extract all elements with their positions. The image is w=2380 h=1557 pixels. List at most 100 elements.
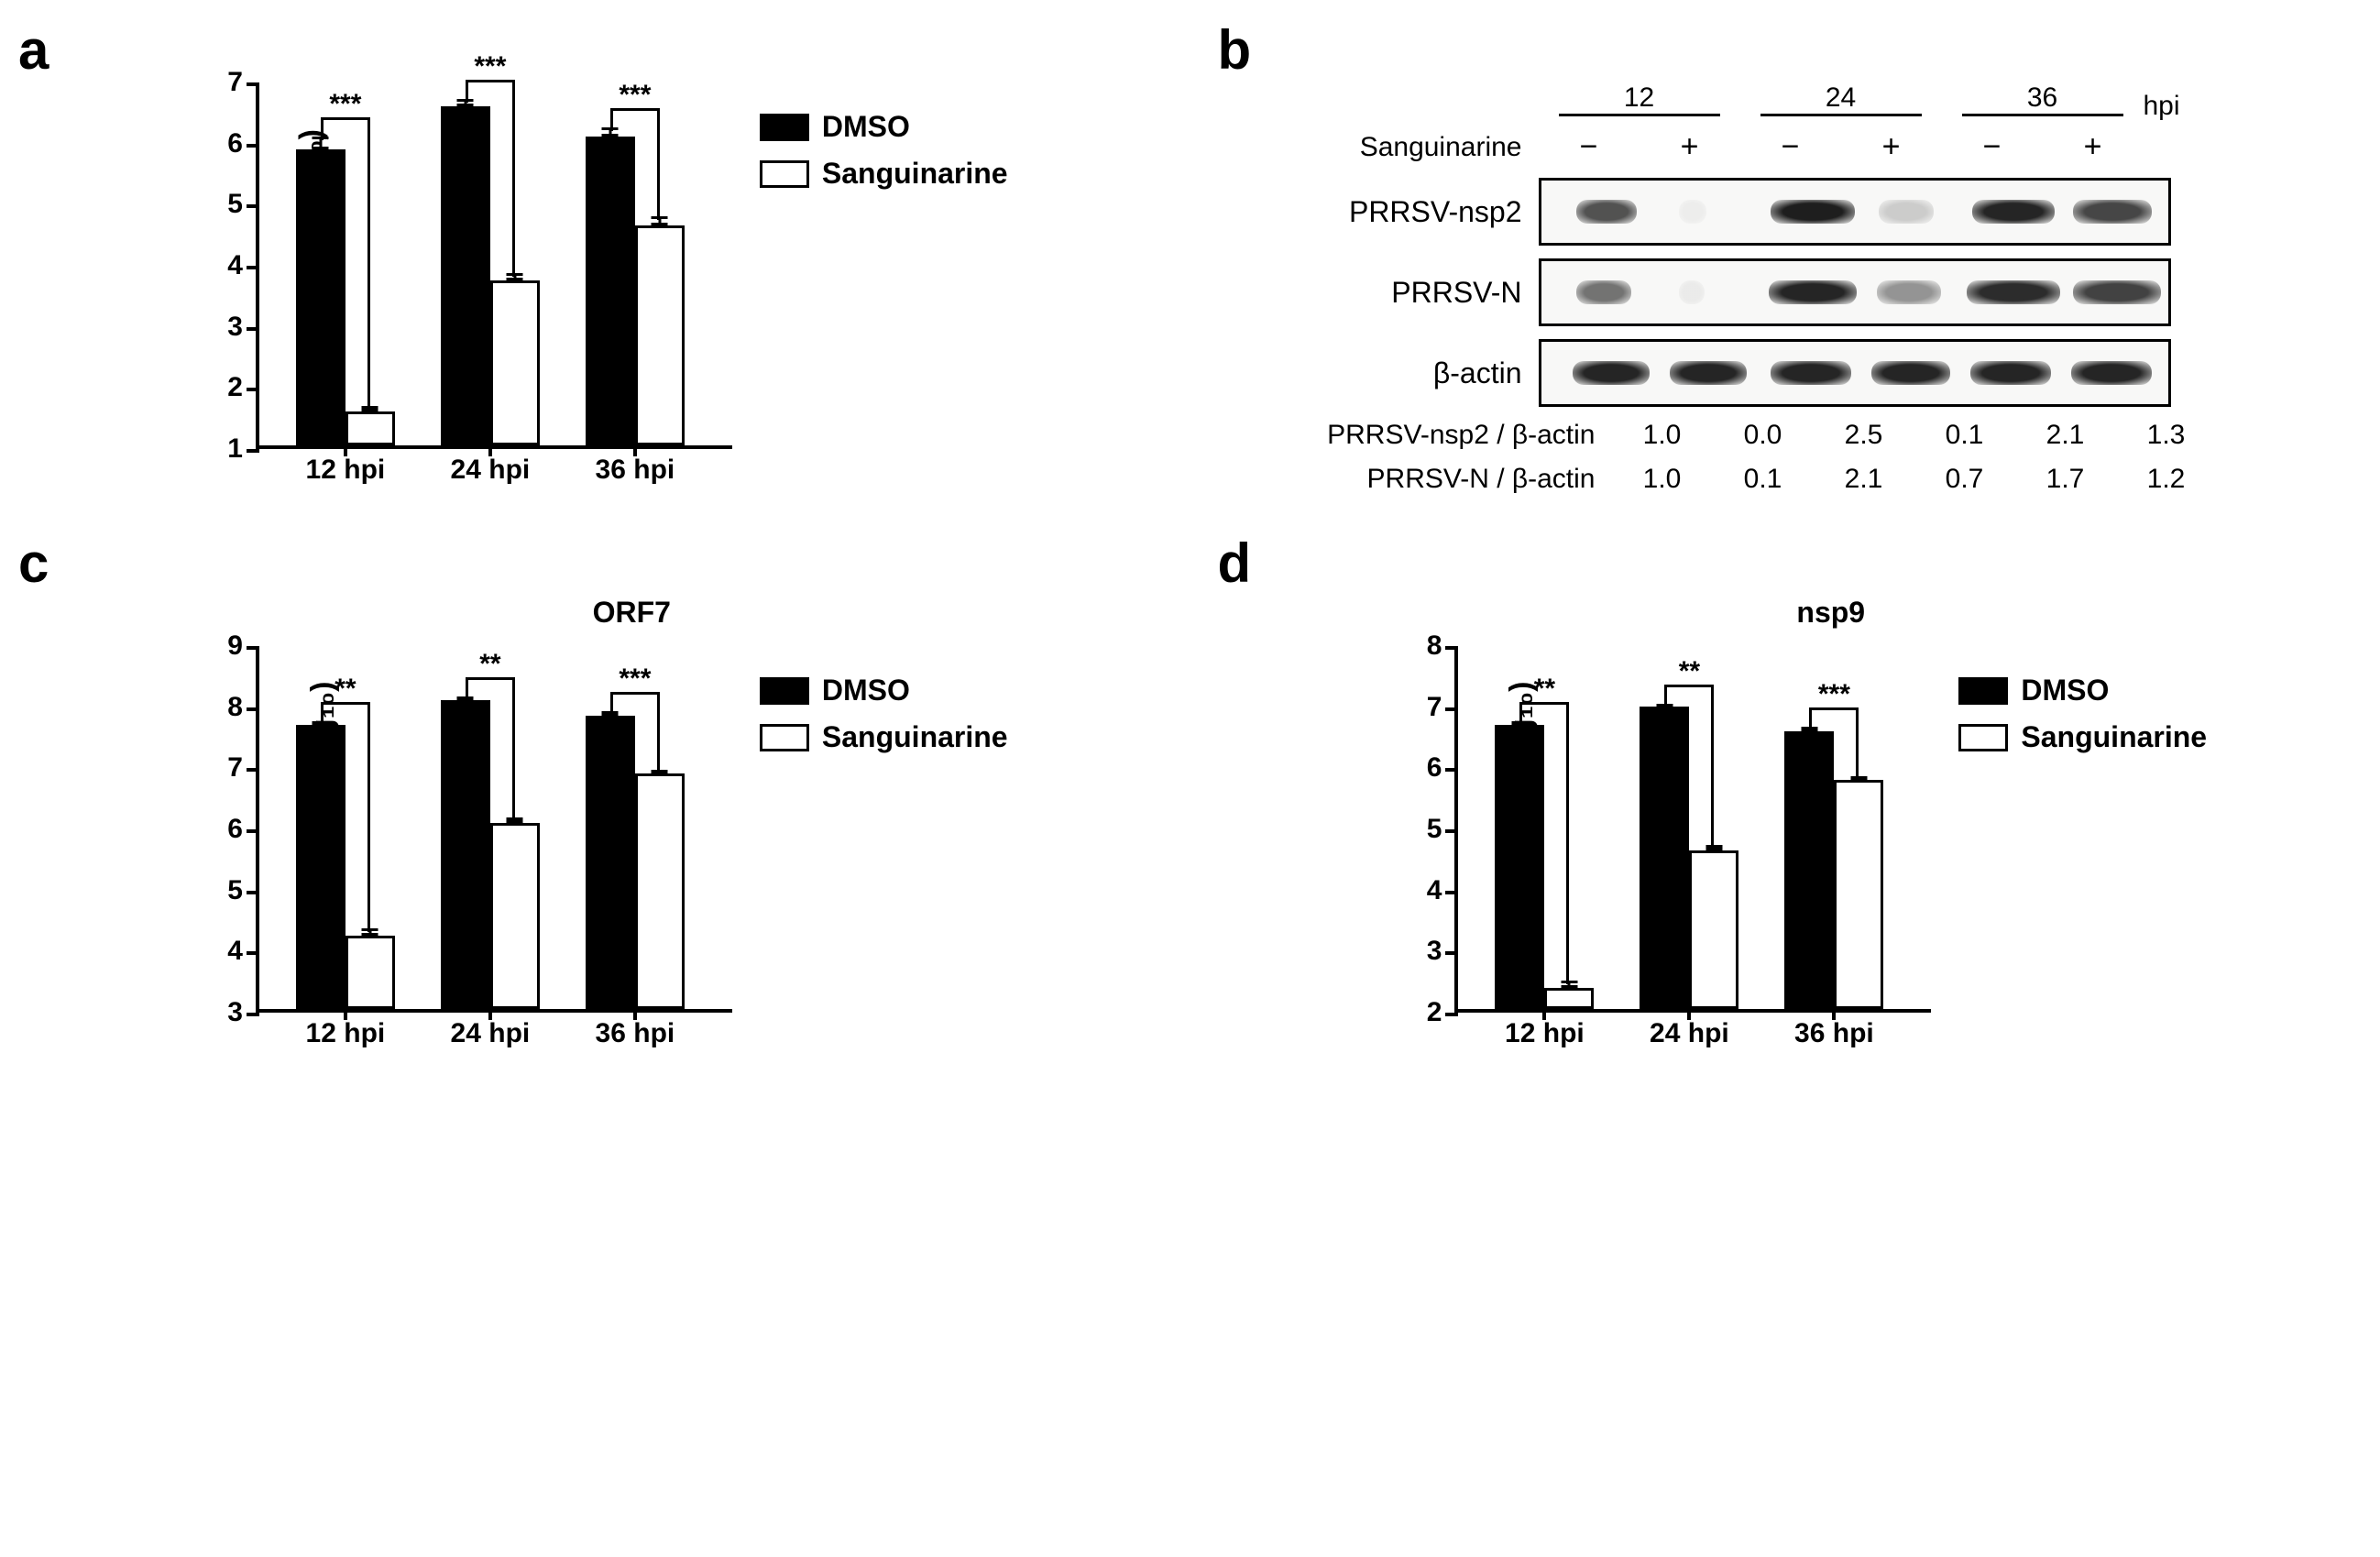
y-tick-label: 7 xyxy=(1427,692,1442,723)
significance-label: *** xyxy=(1818,679,1850,710)
wb-tp-12: 12 xyxy=(1539,82,1740,122)
blot-box xyxy=(1539,258,2171,326)
x-tick-label: 12 hpi xyxy=(306,1018,386,1049)
blot-row: β-actin xyxy=(1300,339,2363,407)
significance-label: *** xyxy=(329,89,361,120)
legend-dmso: DMSO xyxy=(760,110,1008,144)
y-tick-label: 9 xyxy=(227,630,243,662)
quant-value: 2.5 xyxy=(1814,420,1914,451)
wb-sign-0: − xyxy=(1539,129,1640,165)
y-tick-label: 8 xyxy=(227,692,243,723)
blot-label: β-actin xyxy=(1300,356,1539,390)
wb-tp-36-label: 36 xyxy=(1942,82,2144,114)
legend-swatch-white xyxy=(760,160,809,188)
bar-sang xyxy=(345,936,395,1009)
significance-bracket: *** xyxy=(466,80,515,82)
y-tick-label: 6 xyxy=(227,128,243,159)
wb-treatment-row: Sanguinarine − + − + − + xyxy=(1300,129,2363,165)
wb-timepoint-header: 12 24 36 hpi xyxy=(1300,82,2363,122)
blot-row: PRRSV-nsp2 xyxy=(1300,178,2363,246)
legend-dmso: DMSO xyxy=(1958,674,2207,707)
legend-sanguinarine: Sanguinarine xyxy=(760,720,1008,754)
y-tick-label: 5 xyxy=(1427,814,1442,845)
wb-sign-5: + xyxy=(2043,129,2144,165)
blot-band xyxy=(1576,200,1637,224)
y-tick-label: 8 xyxy=(1427,630,1442,662)
y-tick-label: 7 xyxy=(227,67,243,98)
bar-group: 36 hpi*** xyxy=(586,700,685,1009)
bar-group: 12 hpi** xyxy=(1495,707,1594,1009)
blot-band xyxy=(1967,280,2060,304)
chart-c-legend: DMSO Sanguinarine xyxy=(760,674,1008,754)
y-tick-label: 5 xyxy=(227,875,243,906)
y-tick-label: 3 xyxy=(227,312,243,343)
panel-b-label: b xyxy=(1218,18,1252,82)
panel-a: a TCID₅₀/mL (Log₁₀)123456712 hpi***24 hp… xyxy=(18,18,1163,495)
quant-value: 0.1 xyxy=(1914,420,2015,451)
panel-a-label: a xyxy=(18,18,49,82)
quant-value: 0.1 xyxy=(1713,464,1814,495)
quant-value: 2.1 xyxy=(1814,464,1914,495)
significance-bracket: ** xyxy=(1519,702,1569,705)
bar-sang xyxy=(1544,988,1594,1009)
wb-sign-4: − xyxy=(1942,129,2043,165)
blot-band xyxy=(1771,361,1851,385)
bar-dmso xyxy=(1784,731,1834,1009)
legend-sang-label: Sanguinarine xyxy=(822,157,1008,191)
y-tick-label: 2 xyxy=(1427,997,1442,1028)
bar-sang xyxy=(1689,850,1738,1009)
bar-dmso xyxy=(296,725,345,1009)
plot-area: TCID₅₀/mL (Log₁₀)123456712 hpi***24 hpi*… xyxy=(256,82,732,449)
y-tick-label: 4 xyxy=(1427,875,1442,906)
legend-dmso-label: DMSO xyxy=(822,674,910,707)
legend-sang-label: Sanguinarine xyxy=(822,720,1008,754)
bar-sang xyxy=(635,225,685,445)
bar-sang xyxy=(1834,780,1883,1009)
x-tick-label: 36 hpi xyxy=(596,455,675,486)
wb-hpi-label: hpi xyxy=(2144,91,2208,122)
significance-bracket: *** xyxy=(321,117,370,120)
legend-swatch-white xyxy=(760,724,809,751)
wb-sign-3: + xyxy=(1841,129,1942,165)
quant-row: PRRSV-nsp2 / β-actin1.00.02.50.12.11.3 xyxy=(1300,420,2363,451)
quant-value: 2.1 xyxy=(2015,420,2116,451)
chart-d: RNA Copies (Log₁₀)234567812 hpi**24 hpi*… xyxy=(1454,646,1931,1058)
blot-box xyxy=(1539,178,2171,246)
wb-sign-1: + xyxy=(1640,129,1740,165)
bar-group: 24 hpi*** xyxy=(441,106,540,445)
plot-area: RNA Copies (Log₁₀)345678912 hpi**24 hpi*… xyxy=(256,646,732,1013)
x-tick-label: 24 hpi xyxy=(451,455,531,486)
panel-d-label: d xyxy=(1218,532,1252,595)
bar-group: 36 hpi*** xyxy=(586,106,685,445)
significance-label: *** xyxy=(619,663,651,695)
western-blot: 12 24 36 hpi Sanguinarine − + − + xyxy=(1300,82,2363,495)
chart-c: RNA Copies (Log₁₀)345678912 hpi**24 hpi*… xyxy=(256,646,732,1058)
significance-bracket: ** xyxy=(466,677,515,680)
x-tick-label: 36 hpi xyxy=(1794,1018,1874,1049)
blot-band xyxy=(1970,361,2051,385)
wb-tp-24-label: 24 xyxy=(1740,82,1942,114)
quant-label: PRRSV-N / β-actin xyxy=(1300,464,1612,495)
quant-value: 0.0 xyxy=(1713,420,1814,451)
quant-value: 1.0 xyxy=(1612,420,1713,451)
blot-band xyxy=(1576,280,1631,304)
wb-tp-24: 24 xyxy=(1740,82,1942,122)
quant-value: 1.0 xyxy=(1612,464,1713,495)
chart-a: TCID₅₀/mL (Log₁₀)123456712 hpi***24 hpi*… xyxy=(256,82,732,495)
legend-swatch-black xyxy=(760,677,809,705)
bar-dmso xyxy=(296,149,345,445)
y-tick-label: 2 xyxy=(227,372,243,403)
blot-band xyxy=(2071,361,2152,385)
quant-value: 1.2 xyxy=(2116,464,2217,495)
significance-bracket: ** xyxy=(321,702,370,705)
panel-c-label: c xyxy=(18,532,49,595)
legend-dmso-label: DMSO xyxy=(822,110,910,144)
bar-group: 12 hpi** xyxy=(296,700,395,1009)
blot-band xyxy=(1679,200,1706,224)
chart-d-legend: DMSO Sanguinarine xyxy=(1958,674,2207,754)
blot-band xyxy=(1771,200,1855,224)
bar-group: 36 hpi*** xyxy=(1784,707,1883,1009)
y-tick-label: 3 xyxy=(1427,936,1442,967)
x-tick-label: 12 hpi xyxy=(306,455,386,486)
blot-label: PRRSV-nsp2 xyxy=(1300,195,1539,229)
